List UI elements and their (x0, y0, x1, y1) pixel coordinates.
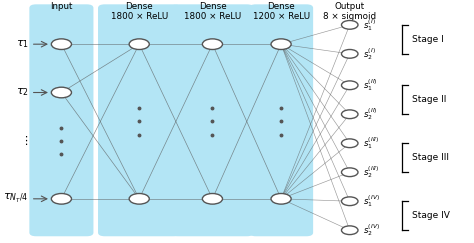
Circle shape (51, 39, 72, 50)
Text: $s_1^{(I)}$: $s_1^{(I)}$ (363, 17, 376, 33)
Text: Stage III: Stage III (411, 153, 448, 162)
Circle shape (51, 193, 72, 204)
Circle shape (341, 197, 358, 206)
Text: $s_2^{(III)}$: $s_2^{(III)}$ (363, 165, 379, 180)
Circle shape (271, 39, 291, 50)
Text: $\tau_1$: $\tau_1$ (16, 38, 28, 50)
Text: Output
8 × sigmoid: Output 8 × sigmoid (323, 2, 376, 21)
Text: Dense
1800 × ReLU: Dense 1800 × ReLU (184, 2, 241, 21)
Text: Input: Input (50, 2, 73, 11)
Circle shape (271, 193, 291, 204)
FancyBboxPatch shape (98, 4, 181, 236)
Text: $s_2^{(II)}$: $s_2^{(II)}$ (363, 106, 377, 122)
Text: Stage IV: Stage IV (411, 211, 449, 220)
Circle shape (202, 193, 222, 204)
Circle shape (341, 20, 358, 29)
Text: $\tau_2$: $\tau_2$ (16, 87, 28, 98)
Circle shape (129, 39, 149, 50)
Text: $\vdots$: $\vdots$ (20, 134, 28, 147)
Circle shape (341, 110, 358, 119)
Circle shape (341, 139, 358, 148)
Text: $s_1^{(III)}$: $s_1^{(III)}$ (363, 135, 379, 151)
Text: $s_2^{(IV)}$: $s_2^{(IV)}$ (363, 222, 380, 238)
Circle shape (341, 50, 358, 58)
Text: Stage II: Stage II (411, 95, 446, 104)
Text: $s_2^{(I)}$: $s_2^{(I)}$ (363, 46, 376, 62)
Text: Dense
1800 × ReLU: Dense 1800 × ReLU (110, 2, 168, 21)
Text: Dense
1200 × ReLU: Dense 1200 × ReLU (253, 2, 310, 21)
FancyBboxPatch shape (171, 4, 254, 236)
FancyBboxPatch shape (249, 4, 313, 236)
Circle shape (341, 168, 358, 177)
Circle shape (129, 193, 149, 204)
Text: $s_1^{(II)}$: $s_1^{(II)}$ (363, 78, 377, 93)
Text: Stage I: Stage I (411, 35, 443, 44)
Circle shape (341, 226, 358, 234)
Circle shape (341, 81, 358, 90)
Circle shape (51, 87, 72, 98)
FancyBboxPatch shape (29, 4, 93, 236)
Text: $s_1^{(IV)}$: $s_1^{(IV)}$ (363, 193, 380, 209)
Text: $\tau_{N_T/4}$: $\tau_{N_T/4}$ (3, 192, 28, 205)
Circle shape (202, 39, 222, 50)
